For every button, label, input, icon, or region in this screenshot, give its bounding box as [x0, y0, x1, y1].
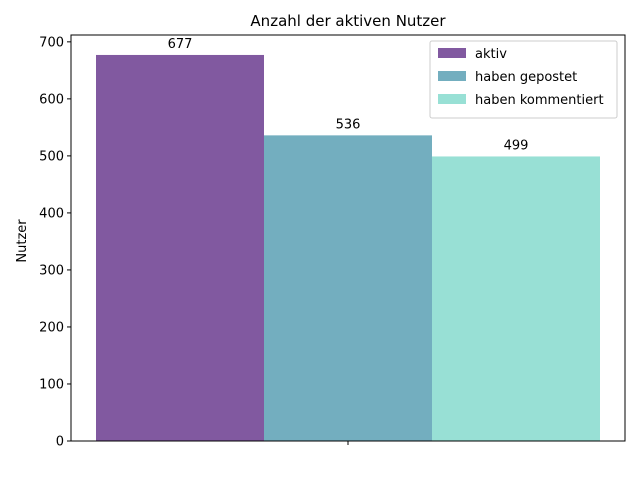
y-axis-label: Nutzer	[15, 219, 30, 263]
bar-value-label-2: 499	[504, 138, 529, 153]
y-tick-label: 0	[56, 435, 64, 450]
y-tick-label: 700	[39, 35, 64, 50]
y-tick-label: 500	[39, 149, 64, 164]
bar-1	[264, 135, 432, 441]
legend-box	[429, 40, 618, 119]
bar-value-label-0: 677	[168, 37, 193, 52]
y-tick-label: 100	[39, 377, 64, 392]
legend-label-0: aktiv	[475, 47, 507, 62]
legend: aktiv haben gepostet haben kommentiert	[429, 40, 618, 119]
y-tick-label: 600	[39, 92, 64, 107]
legend-label-2: haben kommentiert	[475, 93, 604, 108]
y-tick-label: 300	[39, 263, 64, 278]
chart-title: Anzahl der aktiven Nutzer	[250, 12, 446, 30]
legend-swatch-2	[438, 94, 466, 104]
bar-2	[432, 156, 600, 441]
y-axis-ticks: 0 100 200 300 400 500 600 700	[39, 35, 71, 450]
bar-labels-group: 677 536 499	[168, 37, 529, 154]
bar-0	[96, 54, 264, 442]
legend-swatch-0	[438, 48, 466, 58]
y-tick-label: 400	[39, 206, 64, 221]
bar-value-label-1: 536	[336, 117, 361, 132]
y-tick-label: 200	[39, 320, 64, 335]
legend-swatch-1	[438, 71, 466, 81]
bars-group	[96, 54, 600, 442]
legend-label-1: haben gepostet	[475, 70, 577, 85]
